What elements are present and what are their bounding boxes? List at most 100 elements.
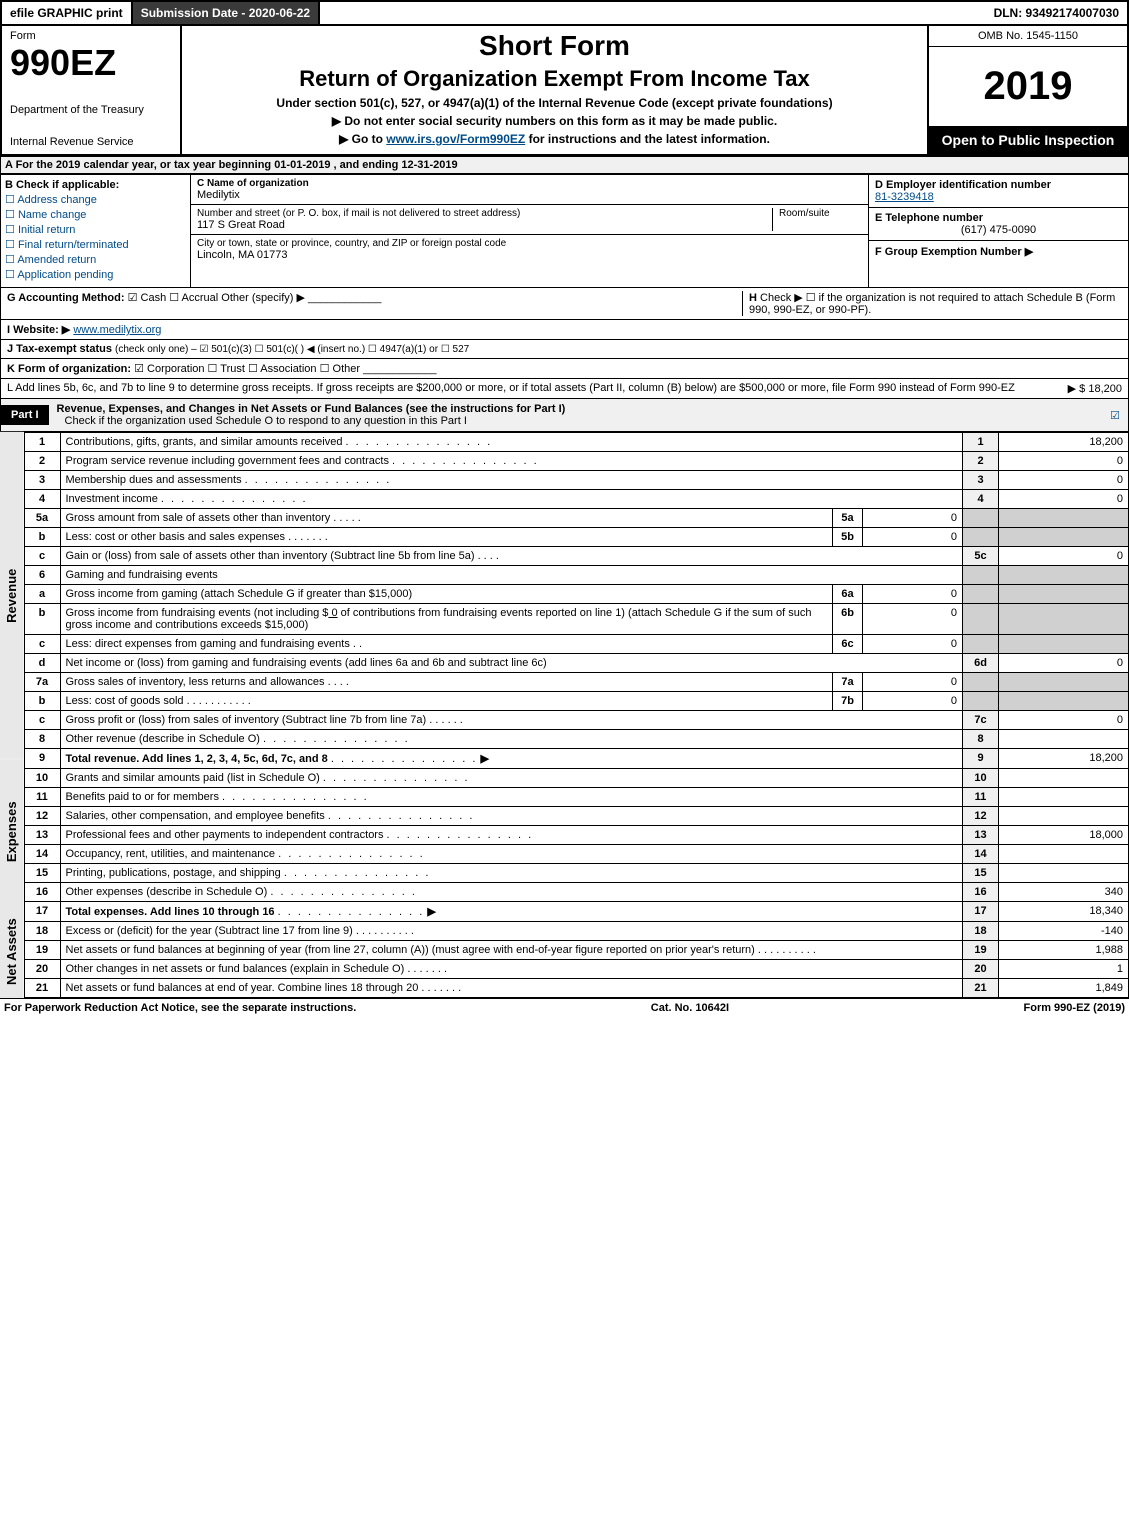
- table-row: cLess: direct expenses from gaming and f…: [24, 635, 1129, 654]
- table-row: 10Grants and similar amounts paid (list …: [24, 769, 1129, 788]
- tax-year-big: 2019: [929, 47, 1127, 126]
- top-bar: efile GRAPHIC print Submission Date - 20…: [0, 0, 1129, 26]
- box-b-label: B Check if applicable:: [5, 179, 186, 191]
- notice-link: ▶ Go to www.irs.gov/Form990EZ for instru…: [186, 132, 923, 146]
- table-row: 12Salaries, other compensation, and empl…: [24, 807, 1129, 826]
- table-row: 7aGross sales of inventory, less returns…: [24, 673, 1129, 692]
- org-name-value: Medilytix: [197, 189, 862, 201]
- line-g-label: G Accounting Method:: [7, 292, 125, 304]
- city-value: Lincoln, MA 01773: [197, 249, 862, 261]
- table-row: 6Gaming and fundraising events: [24, 566, 1129, 585]
- line-h-label: H: [749, 292, 757, 304]
- omb-number: OMB No. 1545-1150: [929, 26, 1127, 47]
- form-number: 990EZ: [10, 42, 172, 84]
- box-e: E Telephone number (617) 475-0090: [869, 208, 1128, 241]
- table-row: aGross income from gaming (attach Schedu…: [24, 585, 1129, 604]
- efile-label[interactable]: efile GRAPHIC print: [2, 2, 133, 24]
- city-label: City or town, state or province, country…: [197, 238, 862, 249]
- check-initial[interactable]: ☐ Initial return: [5, 223, 186, 236]
- header-block: Form 990EZ Department of the Treasury In…: [0, 26, 1129, 156]
- table-row: 3Membership dues and assessments 30: [24, 471, 1129, 490]
- side-labels: Revenue Expenses Net Assets: [0, 432, 24, 998]
- org-city-row: City or town, state or province, country…: [191, 235, 868, 264]
- line-h: H Check ▶ ☐ if the organization is not r…: [742, 291, 1122, 316]
- check-pending[interactable]: ☐ Application pending: [5, 268, 186, 281]
- table-row: 2Program service revenue including gover…: [24, 452, 1129, 471]
- form-label: Form: [10, 30, 172, 42]
- side-revenue: Revenue: [0, 432, 24, 759]
- table-row: 9Total revenue. Add lines 1, 2, 3, 4, 5c…: [24, 749, 1129, 769]
- submission-date: Submission Date - 2020-06-22: [133, 2, 320, 24]
- table-row: bLess: cost of goods sold . . . . . . . …: [24, 692, 1129, 711]
- line-l-amount: ▶ $ 18,200: [1068, 382, 1122, 395]
- table-row: 1Contributions, gifts, grants, and simil…: [24, 433, 1129, 452]
- ein-label: D Employer identification number: [875, 179, 1122, 191]
- line-g-h: G Accounting Method: ☑ Cash ☐ Accrual Ot…: [0, 288, 1129, 320]
- side-netassets: Net Assets: [0, 905, 24, 998]
- footer-left: For Paperwork Reduction Act Notice, see …: [4, 1002, 356, 1014]
- box-c: C Name of organization Medilytix Number …: [191, 175, 868, 287]
- footer-right: Form 990-EZ (2019): [1024, 1002, 1125, 1014]
- dln: DLN: 93492174007030: [986, 2, 1127, 24]
- line-i-label: I Website: ▶: [7, 324, 70, 336]
- side-expenses: Expenses: [0, 759, 24, 905]
- line-k-text: ☑ Corporation ☐ Trust ☐ Association ☐ Ot…: [134, 363, 360, 375]
- table-row: 15Printing, publications, postage, and s…: [24, 864, 1129, 883]
- table-row: cGross profit or (loss) from sales of in…: [24, 711, 1129, 730]
- check-address[interactable]: ☐ Address change: [5, 193, 186, 206]
- line-l-text: L Add lines 5b, 6c, and 7b to line 9 to …: [7, 382, 1068, 395]
- irs-link[interactable]: www.irs.gov/Form990EZ: [386, 132, 525, 146]
- table-row: 11Benefits paid to or for members 11: [24, 788, 1129, 807]
- table-row: 19Net assets or fund balances at beginni…: [24, 941, 1129, 960]
- table-row: 16Other expenses (describe in Schedule O…: [24, 883, 1129, 902]
- table-row: dNet income or (loss) from gaming and fu…: [24, 654, 1129, 673]
- table-row: bGross income from fundraising events (n…: [24, 604, 1129, 635]
- box-def: D Employer identification number 81-3239…: [868, 175, 1128, 287]
- table-row: cGain or (loss) from sale of assets othe…: [24, 547, 1129, 566]
- org-info-block: B Check if applicable: ☐ Address change …: [0, 174, 1129, 288]
- part1-checkmark[interactable]: ☑: [1102, 405, 1128, 426]
- table-row: 8Other revenue (describe in Schedule O) …: [24, 730, 1129, 749]
- table-row: 18Excess or (deficit) for the year (Subt…: [24, 922, 1129, 941]
- dept-irs: Internal Revenue Service: [10, 136, 172, 148]
- line-h-text: Check ▶ ☐ if the organization is not req…: [749, 292, 1115, 316]
- table-row: 21Net assets or fund balances at end of …: [24, 979, 1129, 998]
- table-row: 4Investment income 40: [24, 490, 1129, 509]
- return-title: Return of Organization Exempt From Incom…: [186, 66, 923, 92]
- lines-table: 1Contributions, gifts, grants, and simil…: [24, 432, 1129, 998]
- box-f: F Group Exemption Number ▶: [869, 241, 1128, 262]
- line-l: L Add lines 5b, 6c, and 7b to line 9 to …: [0, 379, 1129, 399]
- line-i: I Website: ▶ www.medilytix.org: [0, 320, 1129, 340]
- org-name-row: C Name of organization Medilytix: [191, 175, 868, 205]
- check-final[interactable]: ☐ Final return/terminated: [5, 238, 186, 251]
- table-row: 13Professional fees and other payments t…: [24, 826, 1129, 845]
- line-k-label: K Form of organization:: [7, 363, 131, 375]
- check-name[interactable]: ☐ Name change: [5, 208, 186, 221]
- ein-value: 81-3239418: [875, 191, 1122, 203]
- line-a-tax-year: A For the 2019 calendar year, or tax yea…: [0, 156, 1129, 174]
- room-label: Room/suite: [772, 208, 862, 231]
- table-row: bLess: cost or other basis and sales exp…: [24, 528, 1129, 547]
- check-amended[interactable]: ☐ Amended return: [5, 253, 186, 266]
- line-g: G Accounting Method: ☑ Cash ☐ Accrual Ot…: [7, 291, 742, 316]
- table-row: 20Other changes in net assets or fund ba…: [24, 960, 1129, 979]
- line-j-text: (check only one) – ☑ 501(c)(3) ☐ 501(c)(…: [115, 344, 469, 355]
- header-left: Form 990EZ Department of the Treasury In…: [2, 26, 182, 154]
- header-right: OMB No. 1545-1150 2019 Open to Public In…: [927, 26, 1127, 154]
- line-j-label: J Tax-exempt status: [7, 343, 112, 355]
- short-form-title: Short Form: [186, 30, 923, 62]
- phone-value: (617) 475-0090: [875, 224, 1122, 236]
- website-link[interactable]: www.medilytix.org: [73, 324, 161, 336]
- part1-title: Revenue, Expenses, and Changes in Net As…: [49, 399, 1103, 431]
- table-row: 17Total expenses. Add lines 10 through 1…: [24, 902, 1129, 922]
- part1-check-text: Check if the organization used Schedule …: [65, 415, 467, 427]
- line-g-opts: ☑ Cash ☐ Accrual Other (specify) ▶: [128, 292, 305, 304]
- open-to-public: Open to Public Inspection: [929, 126, 1127, 154]
- table-row: 5aGross amount from sale of assets other…: [24, 509, 1129, 528]
- footer: For Paperwork Reduction Act Notice, see …: [0, 998, 1129, 1017]
- box-d: D Employer identification number 81-3239…: [869, 175, 1128, 208]
- notice2-prefix: ▶ Go to: [339, 132, 386, 146]
- box-b: B Check if applicable: ☐ Address change …: [1, 175, 191, 287]
- header-center: Short Form Return of Organization Exempt…: [182, 26, 927, 154]
- line-j: J Tax-exempt status (check only one) – ☑…: [0, 340, 1129, 359]
